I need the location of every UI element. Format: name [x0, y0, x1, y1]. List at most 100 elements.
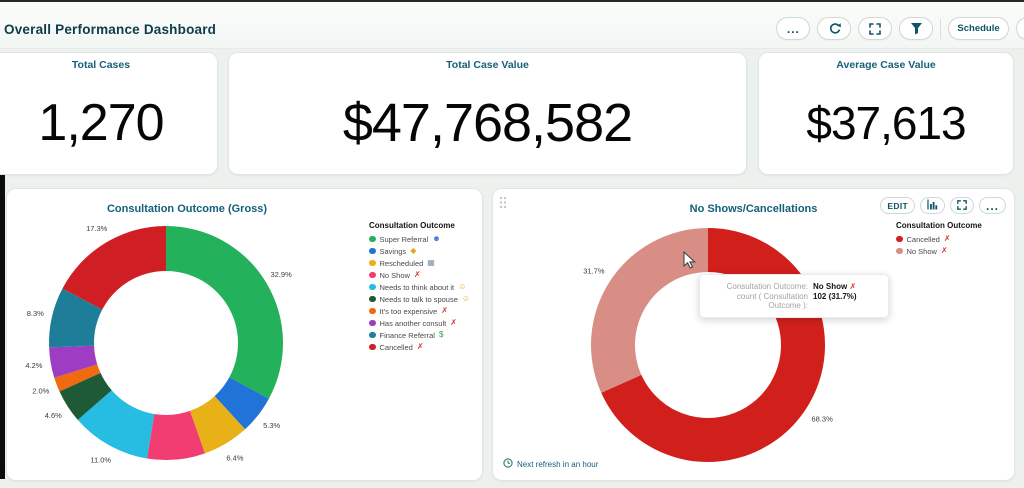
donut-slice-it-s-too-expensive[interactable] — [54, 364, 101, 392]
legend-item: Super Referral ☻ — [369, 233, 481, 245]
red-x-icon: ✗ — [943, 234, 951, 243]
kpi-label: Total Case Value — [446, 59, 529, 71]
slice-percent-label: 4.2% — [25, 361, 42, 370]
legend-item: Savings ◆ — [369, 245, 481, 257]
legend-item: Cancelled ✗ — [896, 233, 1000, 245]
mouse-pointer-icon — [683, 250, 697, 274]
ellipsis-icon: ... — [786, 21, 800, 36]
legend-title: Consultation Outcome — [369, 221, 455, 230]
donut-slice-super-referral[interactable] — [166, 226, 283, 399]
thinking-emoji-icon: ☺ — [461, 294, 471, 303]
legend-items: Super Referral ☻ Savings ◆ Rescheduled ▦ No Sh… — [369, 233, 481, 353]
widget-toolbar: EDIT ... — [880, 197, 1006, 214]
legend-dot — [369, 295, 376, 303]
chart-legend: Consultation Outcome Super Referral ☻ Savi… — [369, 221, 481, 353]
donut-slice-no-show[interactable] — [591, 227, 708, 393]
page-title: Overall Performance Dashboard — [4, 22, 217, 37]
legend-item: No Show ✗ — [896, 245, 1000, 257]
red-x-icon: ✗ — [441, 306, 448, 315]
red-x-icon: ✗ — [413, 270, 421, 279]
slice-percent-label: 6.4% — [226, 453, 243, 462]
kpi-label: Total Cases — [71, 59, 131, 71]
left-edge-black-strip — [0, 153, 5, 479]
donut-slice-cancelled[interactable] — [62, 226, 167, 310]
consultation-outcome-donut-chart[interactable]: 32.9% 5.3% 6.4% 11.0% 4.6% 2.0% 4.2% 8.3% 17.3% — [7, 189, 482, 480]
legend-item: Finance Referral $ — [369, 329, 481, 341]
red-x-icon: ✗ — [940, 246, 948, 255]
kpi-value: 1,270 — [38, 93, 164, 152]
legend-item: Needs to think about it ☺ — [369, 281, 481, 293]
legend-label: Cancelled — [379, 342, 413, 352]
dollar-sign-icon: $ — [438, 330, 444, 339]
legend-item: No Show ✗ — [369, 269, 481, 281]
kpi-value: $37,613 — [806, 96, 966, 149]
legend-dot — [369, 319, 376, 327]
legend-item: Has another consult ✗ — [369, 317, 481, 329]
legend-label: Has another consult — [379, 318, 447, 328]
schedule-button-label: Schedule — [957, 23, 1000, 34]
widget-more-button[interactable]: ... — [978, 197, 1006, 214]
red-x-icon: ✗ — [416, 342, 424, 351]
refresh-icon — [828, 22, 841, 35]
thinking-emoji-icon: ☺ — [458, 282, 467, 291]
legend-dot — [369, 343, 376, 351]
legend-label: Savings — [379, 246, 407, 256]
edit-button[interactable]: EDIT — [880, 197, 915, 214]
donut-slice-finance-referral[interactable] — [49, 288, 103, 348]
tooltip-value: 102 (31.7%) — [813, 292, 857, 301]
legend-dot — [369, 331, 376, 339]
legend-item: Rescheduled ▦ — [369, 257, 481, 269]
donut-slice-needs-to-think-about-it[interactable] — [77, 390, 155, 459]
donut-slice-has-another-consult[interactable] — [49, 345, 98, 378]
chart-title: Consultation Outcome (Gross) — [106, 203, 268, 215]
legend-dot — [369, 235, 376, 243]
dashboard-header: Overall Performance Dashboard ... — [0, 2, 1024, 49]
donut-slice-rescheduled[interactable] — [189, 396, 246, 454]
tooltip-label: count ( Consultation Outcome ): — [736, 292, 808, 310]
consultation-outcome-chart-card: Consultation Outcome (Gross) 32.9% 5.3% 6.… — [6, 188, 483, 481]
legend-dot — [369, 259, 376, 267]
filter-funnel-icon — [910, 22, 923, 35]
red-x-icon: ✗ — [450, 318, 457, 327]
money-emoji-icon: ◆ — [410, 246, 417, 255]
slice-percent-label: 5.3% — [263, 421, 280, 430]
slice-percent-label: 68.3% — [811, 414, 833, 423]
donut-slice-no-show[interactable] — [146, 410, 205, 460]
legend-dot — [896, 247, 903, 255]
header-toolbar: ... Schedule — [776, 17, 1024, 40]
clock-icon — [503, 458, 513, 470]
legend-label: Finance Referral — [379, 330, 435, 340]
drag-handle-icon[interactable] — [499, 196, 507, 214]
refresh-button[interactable] — [817, 17, 852, 40]
slice-percent-label: 32.9% — [270, 270, 292, 279]
chart-title: No Shows/Cancellations — [689, 203, 818, 215]
legend-label: Super Referral — [379, 234, 429, 244]
legend-item: Needs to talk to spouse ☺ — [369, 293, 481, 305]
chart-tooltip: Consultation Outcome: No Show ✗ count ( … — [699, 274, 889, 318]
kpi-label: Average Case Value — [836, 59, 936, 71]
legend-title: Consultation Outcome — [896, 221, 982, 230]
expand-widget-button[interactable] — [949, 197, 974, 214]
expand-button[interactable] — [858, 17, 893, 40]
expand-icon — [869, 22, 882, 35]
slice-percent-label: 17.3% — [86, 224, 108, 233]
slice-percent-label: 4.6% — [45, 411, 62, 420]
chart-type-toggle-button[interactable] — [919, 197, 945, 214]
legend-label: No Show — [906, 246, 937, 256]
legend-label: Needs to think about it — [379, 282, 455, 292]
locked-button[interactable]: S — [1015, 17, 1024, 40]
refresh-note-text: Next refresh in an hour — [517, 459, 599, 469]
top-border-line — [0, 0, 1024, 2]
donut-slice-savings[interactable] — [214, 377, 269, 430]
kpi-card-average-case-value: Average Case Value $37,613 — [758, 52, 1014, 175]
slice-percent-label: 8.3% — [27, 309, 44, 318]
legend-label: Needs to talk to spouse — [379, 294, 458, 304]
tooltip-value: No Show ✗ — [813, 282, 857, 291]
more-actions-button[interactable]: ... — [776, 17, 811, 40]
filter-button[interactable] — [899, 17, 934, 40]
donut-slice-needs-to-talk-to-spouse[interactable] — [59, 372, 112, 420]
schedule-button[interactable]: Schedule — [948, 17, 1009, 40]
superhero-emoji-icon: ☻ — [432, 234, 441, 243]
legend-dot — [369, 307, 376, 315]
